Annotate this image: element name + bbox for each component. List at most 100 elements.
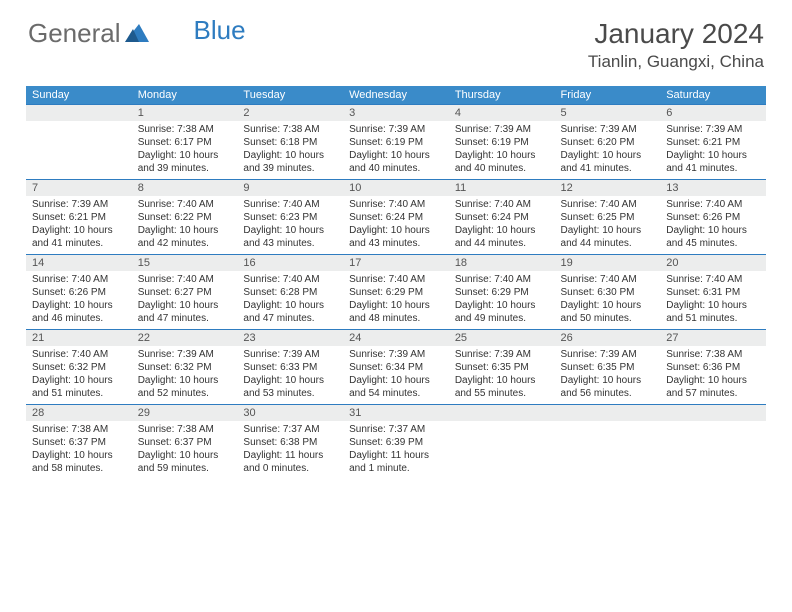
day-cell: [555, 405, 661, 480]
day-number: [660, 405, 766, 421]
calendar-body: 1Sunrise: 7:38 AMSunset: 6:17 PMDaylight…: [26, 105, 766, 480]
day-number: 20: [660, 255, 766, 271]
day-body: Sunrise: 7:40 AMSunset: 6:26 PMDaylight:…: [660, 196, 766, 254]
day-body: Sunrise: 7:40 AMSunset: 6:27 PMDaylight:…: [132, 271, 238, 329]
day-cell: [449, 405, 555, 480]
day-body: Sunrise: 7:38 AMSunset: 6:37 PMDaylight:…: [132, 421, 238, 479]
day-number: 16: [237, 255, 343, 271]
day-header-row: SundayMondayTuesdayWednesdayThursdayFrid…: [26, 86, 766, 105]
day-cell: 8Sunrise: 7:40 AMSunset: 6:22 PMDaylight…: [132, 180, 238, 255]
day-cell: 28Sunrise: 7:38 AMSunset: 6:37 PMDayligh…: [26, 405, 132, 480]
day-body: Sunrise: 7:39 AMSunset: 6:19 PMDaylight:…: [449, 121, 555, 179]
calendar-table: SundayMondayTuesdayWednesdayThursdayFrid…: [26, 86, 766, 479]
location-text: Tianlin, Guangxi, China: [588, 52, 764, 72]
day-cell: 21Sunrise: 7:40 AMSunset: 6:32 PMDayligh…: [26, 330, 132, 405]
day-body: Sunrise: 7:39 AMSunset: 6:35 PMDaylight:…: [555, 346, 661, 404]
day-body: Sunrise: 7:39 AMSunset: 6:34 PMDaylight:…: [343, 346, 449, 404]
title-block: January 2024 Tianlin, Guangxi, China: [588, 18, 764, 72]
day-cell: 11Sunrise: 7:40 AMSunset: 6:24 PMDayligh…: [449, 180, 555, 255]
week-row: 21Sunrise: 7:40 AMSunset: 6:32 PMDayligh…: [26, 330, 766, 405]
day-number: 12: [555, 180, 661, 196]
day-body: Sunrise: 7:37 AMSunset: 6:38 PMDaylight:…: [237, 421, 343, 479]
day-body: Sunrise: 7:39 AMSunset: 6:35 PMDaylight:…: [449, 346, 555, 404]
day-cell: 27Sunrise: 7:38 AMSunset: 6:36 PMDayligh…: [660, 330, 766, 405]
day-body: Sunrise: 7:38 AMSunset: 6:36 PMDaylight:…: [660, 346, 766, 404]
day-number: 9: [237, 180, 343, 196]
day-cell: 2Sunrise: 7:38 AMSunset: 6:18 PMDaylight…: [237, 105, 343, 180]
day-body: Sunrise: 7:39 AMSunset: 6:33 PMDaylight:…: [237, 346, 343, 404]
day-body: Sunrise: 7:38 AMSunset: 6:37 PMDaylight:…: [26, 421, 132, 479]
day-body: [555, 421, 661, 477]
day-body: Sunrise: 7:38 AMSunset: 6:18 PMDaylight:…: [237, 121, 343, 179]
day-number: 23: [237, 330, 343, 346]
day-header: Saturday: [660, 86, 766, 105]
page-title: January 2024: [588, 18, 764, 50]
logo-mark-icon: [125, 18, 149, 49]
day-number: 6: [660, 105, 766, 121]
day-number: [555, 405, 661, 421]
day-number: 4: [449, 105, 555, 121]
day-number: 8: [132, 180, 238, 196]
day-body: [660, 421, 766, 477]
day-cell: 9Sunrise: 7:40 AMSunset: 6:23 PMDaylight…: [237, 180, 343, 255]
day-body: Sunrise: 7:39 AMSunset: 6:19 PMDaylight:…: [343, 121, 449, 179]
day-header: Friday: [555, 86, 661, 105]
day-cell: 7Sunrise: 7:39 AMSunset: 6:21 PMDaylight…: [26, 180, 132, 255]
day-body: Sunrise: 7:40 AMSunset: 6:32 PMDaylight:…: [26, 346, 132, 404]
day-cell: 12Sunrise: 7:40 AMSunset: 6:25 PMDayligh…: [555, 180, 661, 255]
day-number: [449, 405, 555, 421]
day-cell: 29Sunrise: 7:38 AMSunset: 6:37 PMDayligh…: [132, 405, 238, 480]
day-cell: 1Sunrise: 7:38 AMSunset: 6:17 PMDaylight…: [132, 105, 238, 180]
day-body: Sunrise: 7:40 AMSunset: 6:23 PMDaylight:…: [237, 196, 343, 254]
day-body: Sunrise: 7:40 AMSunset: 6:31 PMDaylight:…: [660, 271, 766, 329]
day-cell: 10Sunrise: 7:40 AMSunset: 6:24 PMDayligh…: [343, 180, 449, 255]
day-cell: 20Sunrise: 7:40 AMSunset: 6:31 PMDayligh…: [660, 255, 766, 330]
day-number: 18: [449, 255, 555, 271]
day-cell: 31Sunrise: 7:37 AMSunset: 6:39 PMDayligh…: [343, 405, 449, 480]
day-cell: 5Sunrise: 7:39 AMSunset: 6:20 PMDaylight…: [555, 105, 661, 180]
day-cell: 26Sunrise: 7:39 AMSunset: 6:35 PMDayligh…: [555, 330, 661, 405]
day-number: 28: [26, 405, 132, 421]
day-number: 31: [343, 405, 449, 421]
day-number: 19: [555, 255, 661, 271]
day-cell: 24Sunrise: 7:39 AMSunset: 6:34 PMDayligh…: [343, 330, 449, 405]
day-number: 10: [343, 180, 449, 196]
day-number: 11: [449, 180, 555, 196]
day-body: Sunrise: 7:40 AMSunset: 6:22 PMDaylight:…: [132, 196, 238, 254]
week-row: 14Sunrise: 7:40 AMSunset: 6:26 PMDayligh…: [26, 255, 766, 330]
day-number: 29: [132, 405, 238, 421]
day-body: Sunrise: 7:40 AMSunset: 6:29 PMDaylight:…: [449, 271, 555, 329]
day-number: 5: [555, 105, 661, 121]
day-cell: 18Sunrise: 7:40 AMSunset: 6:29 PMDayligh…: [449, 255, 555, 330]
day-body: Sunrise: 7:40 AMSunset: 6:28 PMDaylight:…: [237, 271, 343, 329]
day-header: Thursday: [449, 86, 555, 105]
day-number: 22: [132, 330, 238, 346]
day-cell: 16Sunrise: 7:40 AMSunset: 6:28 PMDayligh…: [237, 255, 343, 330]
header: General Blue January 2024 Tianlin, Guang…: [0, 0, 792, 80]
day-header: Tuesday: [237, 86, 343, 105]
day-cell: 14Sunrise: 7:40 AMSunset: 6:26 PMDayligh…: [26, 255, 132, 330]
day-body: [26, 121, 132, 177]
day-cell: 4Sunrise: 7:39 AMSunset: 6:19 PMDaylight…: [449, 105, 555, 180]
day-header: Monday: [132, 86, 238, 105]
day-cell: 22Sunrise: 7:39 AMSunset: 6:32 PMDayligh…: [132, 330, 238, 405]
week-row: 7Sunrise: 7:39 AMSunset: 6:21 PMDaylight…: [26, 180, 766, 255]
day-body: Sunrise: 7:38 AMSunset: 6:17 PMDaylight:…: [132, 121, 238, 179]
day-header: Sunday: [26, 86, 132, 105]
day-number: 21: [26, 330, 132, 346]
day-body: Sunrise: 7:40 AMSunset: 6:26 PMDaylight:…: [26, 271, 132, 329]
day-number: 1: [132, 105, 238, 121]
day-cell: 25Sunrise: 7:39 AMSunset: 6:35 PMDayligh…: [449, 330, 555, 405]
day-header: Wednesday: [343, 86, 449, 105]
day-number: 25: [449, 330, 555, 346]
day-number: 13: [660, 180, 766, 196]
day-cell: 19Sunrise: 7:40 AMSunset: 6:30 PMDayligh…: [555, 255, 661, 330]
day-body: Sunrise: 7:39 AMSunset: 6:32 PMDaylight:…: [132, 346, 238, 404]
day-cell: 3Sunrise: 7:39 AMSunset: 6:19 PMDaylight…: [343, 105, 449, 180]
day-number: 7: [26, 180, 132, 196]
day-number: 2: [237, 105, 343, 121]
day-body: Sunrise: 7:40 AMSunset: 6:30 PMDaylight:…: [555, 271, 661, 329]
day-cell: 15Sunrise: 7:40 AMSunset: 6:27 PMDayligh…: [132, 255, 238, 330]
day-body: Sunrise: 7:40 AMSunset: 6:24 PMDaylight:…: [449, 196, 555, 254]
day-body: Sunrise: 7:40 AMSunset: 6:25 PMDaylight:…: [555, 196, 661, 254]
